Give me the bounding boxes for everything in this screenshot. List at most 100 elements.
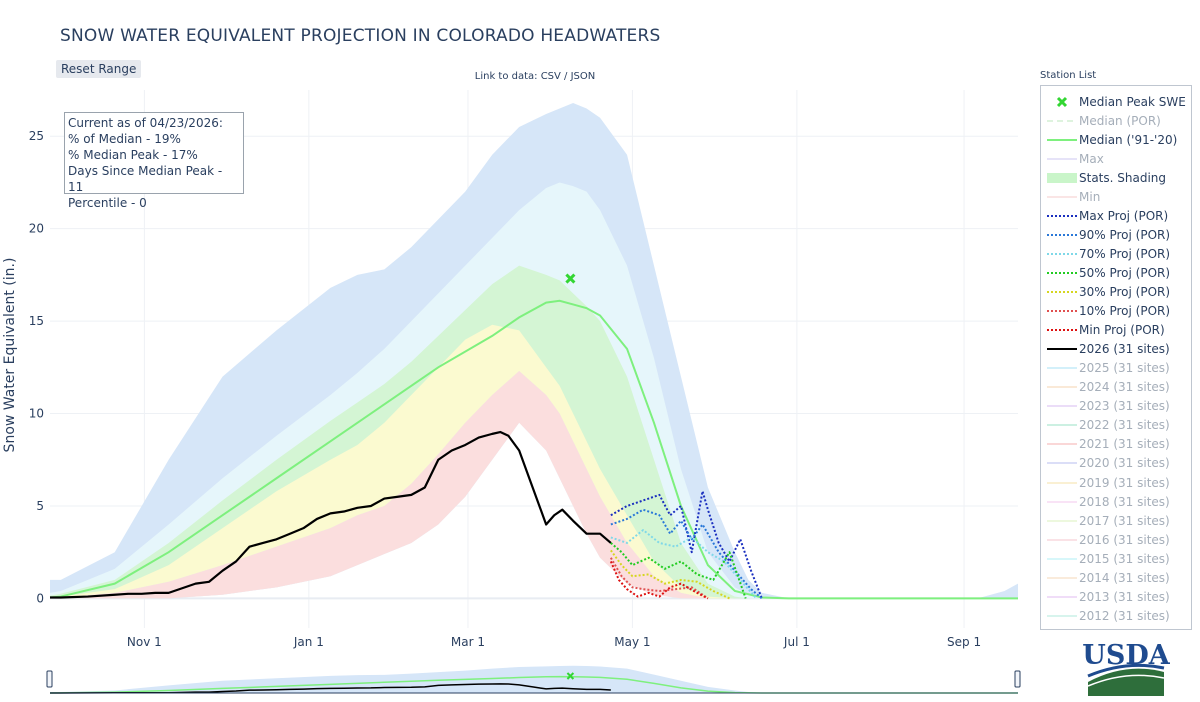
legend-item[interactable]: 2017 (31 sites) (1041, 511, 1191, 530)
legend-label: 10% Proj (POR) (1079, 304, 1171, 319)
legend-item[interactable]: 90% Proj (POR) (1041, 225, 1191, 244)
legend-label: 2025 (31 sites) (1079, 361, 1170, 376)
legend-item[interactable]: 2023 (31 sites) (1041, 397, 1191, 416)
y-tick-label: 20 (29, 222, 44, 236)
legend-symbol (1045, 477, 1079, 489)
legend-label: 2013 (31 sites) (1079, 589, 1170, 604)
legend-symbol (1045, 305, 1079, 317)
legend-item[interactable]: Median Peak SWE (1041, 92, 1191, 111)
legend-label: 2020 (31 sites) (1079, 456, 1170, 471)
legend-symbol (1045, 229, 1079, 241)
legend-item[interactable]: Stats. Shading (1041, 168, 1191, 187)
legend-label: Min Proj (POR) (1079, 323, 1165, 338)
legend-item[interactable]: Median ('91-'20) (1041, 130, 1191, 149)
info-box: Current as of 04/23/2026: % of Median - … (64, 112, 244, 210)
legend-item[interactable]: 2021 (31 sites) (1041, 435, 1191, 454)
legend-item[interactable]: 2025 (31 sites) (1041, 359, 1191, 378)
slider-median (49, 675, 1018, 694)
legend-item[interactable]: 2020 (31 sites) (1041, 454, 1191, 473)
legend-item[interactable]: 30% Proj (POR) (1041, 283, 1191, 302)
legend-symbol (1045, 591, 1079, 603)
axis-ticks: Nov 1 Jan 1 Mar 1 May 1 Jul 1 Sep 1 0 5 10 15 20 25 (29, 129, 981, 649)
legend-item[interactable]: 2018 (31 sites) (1041, 492, 1191, 511)
legend-symbol (1045, 286, 1079, 298)
legend-symbol (1045, 534, 1079, 546)
legend-label: 2015 (31 sites) (1079, 551, 1170, 566)
legend-item[interactable]: 2019 (31 sites) (1041, 473, 1191, 492)
legend-item[interactable]: Min Proj (POR) (1041, 321, 1191, 340)
series-lines (49, 273, 1018, 600)
legend-symbol (1045, 210, 1079, 222)
data-link[interactable]: Link to data: CSV / JSON (474, 71, 596, 82)
y-tick-label: 10 (29, 407, 44, 421)
info-days-since-peak: Days Since Median Peak - 11 (68, 164, 223, 194)
legend-symbol (1045, 134, 1079, 146)
legend-item[interactable]: Median (POR) (1041, 111, 1191, 130)
legend-symbol (1045, 153, 1079, 165)
legend-label: Median (POR) (1079, 113, 1161, 128)
legend-symbol (1045, 457, 1079, 469)
usda-logo: USDA (1082, 638, 1171, 698)
projection-line (609, 557, 709, 600)
legend-item[interactable]: 2022 (31 sites) (1041, 416, 1191, 435)
x-tick-label: Jan 1 (293, 635, 324, 649)
legend-item[interactable]: 2013 (31 sites) (1041, 587, 1191, 606)
legend-symbol (1045, 572, 1079, 584)
legend-item[interactable]: 2012 (31 sites) (1041, 606, 1191, 625)
legend-symbol (1045, 343, 1079, 355)
legend-symbol (1045, 324, 1079, 336)
legend-item[interactable]: 2015 (31 sites) (1041, 549, 1191, 568)
legend-label: 90% Proj (POR) (1079, 227, 1171, 242)
range-slider[interactable] (46, 665, 1021, 694)
legend-label: Median Peak SWE (1079, 94, 1186, 109)
legend-symbol (1045, 96, 1079, 108)
legend-label: 2022 (31 sites) (1079, 418, 1170, 433)
legend-item[interactable]: 2026 (31 sites) (1041, 340, 1191, 359)
legend-label: 2019 (31 sites) (1079, 475, 1170, 490)
band-p30 (50, 324, 1018, 599)
x-tick-label: Mar 1 (451, 635, 485, 649)
legend-symbol (1045, 362, 1079, 374)
slider-handle (1014, 670, 1021, 688)
y-tick-label: 5 (36, 499, 44, 513)
y-tick-label: 25 (29, 129, 44, 143)
legend-label: Max (1079, 151, 1104, 166)
legend-label: 2018 (31 sites) (1079, 494, 1170, 509)
legend-label: 30% Proj (POR) (1079, 285, 1171, 299)
band-p10 (50, 371, 1018, 599)
info-date: Current as of 04/23/2026: (68, 116, 223, 130)
legend-symbol (1045, 496, 1079, 508)
legend-item[interactable]: Min (1041, 187, 1191, 206)
legend-item[interactable]: 70% Proj (POR) (1041, 244, 1191, 263)
x-tick-label: Jul 1 (783, 635, 810, 649)
legend-label: 2012 (31 sites) (1079, 608, 1170, 623)
chart-title: SNOW WATER EQUIVALENT PROJECTION IN COLO… (60, 26, 661, 46)
slider-handle (46, 670, 53, 688)
legend-symbol (1045, 115, 1079, 127)
legend-item[interactable]: 50% Proj (POR) (1041, 263, 1191, 282)
projection-line (610, 529, 758, 600)
legend-item[interactable]: 2024 (31 sites) (1041, 378, 1191, 397)
info-percentile: Percentile - 0 (68, 196, 147, 210)
legend-label: 2016 (31 sites) (1079, 532, 1170, 547)
projection-line (610, 508, 763, 600)
legend-label: 70% Proj (POR) (1079, 246, 1171, 261)
legend-label: 2021 (31 sites) (1079, 437, 1170, 452)
reset-range-button[interactable]: Reset Range (56, 60, 142, 78)
y-tick-label: 0 (36, 591, 44, 605)
legend-symbol (1045, 553, 1079, 565)
legend-label: Min (1079, 189, 1101, 204)
legend-label: 2024 (31 sites) (1079, 380, 1170, 395)
projection-line (610, 542, 747, 599)
legend-item[interactable]: Max (1041, 149, 1191, 168)
legend-symbol (1045, 381, 1079, 393)
y-axis-label: Snow Water Equivalent (in.) (2, 258, 18, 453)
legend-item[interactable]: 2014 (31 sites) (1041, 568, 1191, 587)
legend: Median Peak SWE Median (POR) Median ('91-'… (1040, 85, 1192, 630)
x-tick-label: Nov 1 (127, 635, 162, 649)
slider-peak-marker (566, 672, 575, 680)
legend-symbol (1045, 172, 1079, 184)
legend-item[interactable]: 2016 (31 sites) (1041, 530, 1191, 549)
legend-item[interactable]: 10% Proj (POR) (1041, 302, 1191, 321)
legend-item[interactable]: Max Proj (POR) (1041, 206, 1191, 225)
